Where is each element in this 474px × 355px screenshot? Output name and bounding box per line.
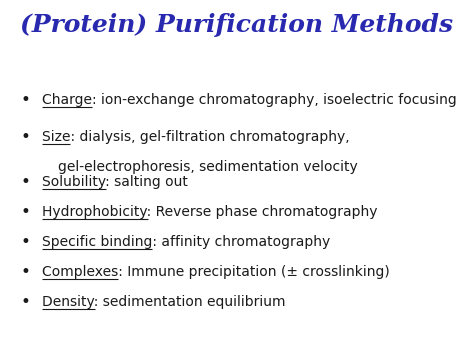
Text: •: •	[20, 263, 30, 281]
Text: •: •	[20, 203, 30, 221]
Text: Density: sedimentation equilibrium: Density: sedimentation equilibrium	[42, 295, 285, 309]
Text: Hydrophobicity: Hydrophobicity	[42, 205, 147, 219]
Text: Complexes: Complexes	[42, 265, 118, 279]
Text: Complexes: Immune precipitation (± crosslinking): Complexes: Immune precipitation (± cross…	[42, 265, 390, 279]
Text: Charge: ion-exchange chromatography, isoelectric focusing: Charge: ion-exchange chromatography, iso…	[42, 93, 457, 107]
Text: •: •	[20, 293, 30, 311]
Text: Specific binding: Specific binding	[42, 235, 152, 249]
Text: Solubility: salting out: Solubility: salting out	[42, 175, 188, 189]
Text: (Protein) Purification Methods: (Protein) Purification Methods	[20, 13, 454, 37]
Text: •: •	[20, 91, 30, 109]
Text: Density: Density	[42, 295, 95, 309]
Text: •: •	[20, 173, 30, 191]
Text: gel-electrophoresis, sedimentation velocity: gel-electrophoresis, sedimentation veloc…	[58, 160, 358, 174]
Text: Size: dialysis, gel-filtration chromatography,: Size: dialysis, gel-filtration chromatog…	[42, 130, 350, 144]
Text: Charge: Charge	[42, 93, 92, 107]
Text: Specific binding: affinity chromatography: Specific binding: affinity chromatograph…	[42, 235, 330, 249]
Text: •: •	[20, 128, 30, 146]
Text: •: •	[20, 233, 30, 251]
Text: Size: Size	[42, 130, 71, 144]
Text: Solubility: Solubility	[42, 175, 106, 189]
Text: Hydrophobicity: Reverse phase chromatography: Hydrophobicity: Reverse phase chromatogr…	[42, 205, 377, 219]
